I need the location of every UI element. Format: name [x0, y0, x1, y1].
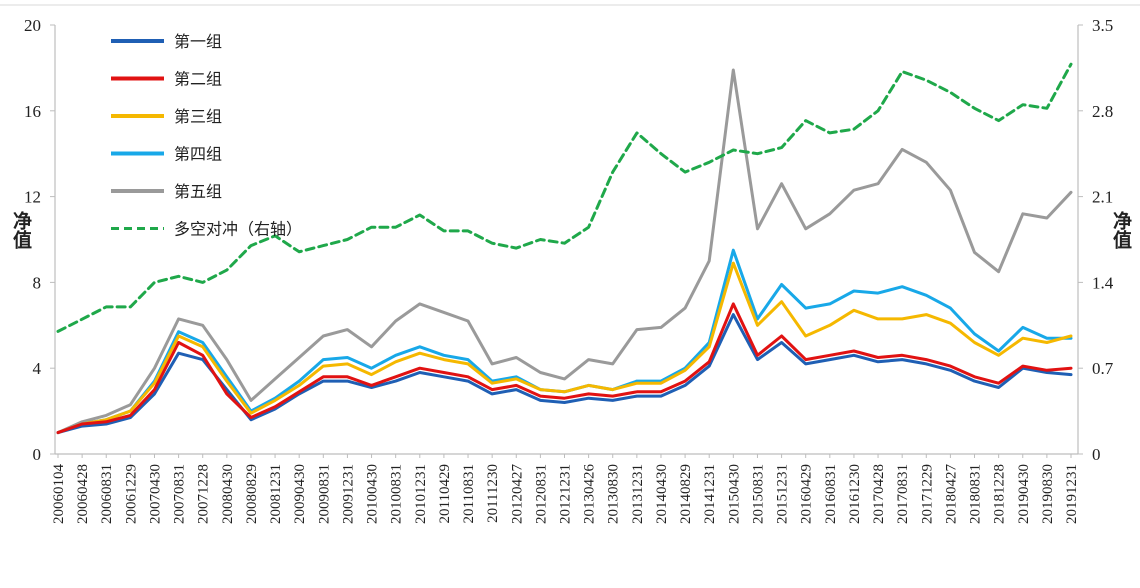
x-tick-label: 20161230: [847, 464, 863, 524]
x-tick-label: 20170428: [871, 464, 887, 524]
x-tick-label: 20170831: [895, 464, 911, 524]
x-tick-label: 20070831: [172, 464, 188, 524]
x-tick-label: 20080430: [220, 464, 236, 524]
x-tick-label: 20110831: [461, 464, 477, 523]
x-tick-label: 20191231: [1064, 464, 1080, 524]
legend-label: 第五组: [174, 182, 222, 201]
x-tick-label: 20060428: [75, 464, 91, 524]
x-tick-label: 20130426: [582, 464, 598, 525]
x-tick-label: 20101231: [413, 464, 429, 524]
series-line-1: [56, 313, 1073, 435]
x-tick-label: 20110429: [437, 464, 453, 523]
x-tick-label: 20111230: [485, 464, 501, 523]
right-tick-label: 2.8: [1092, 102, 1113, 121]
left-tick-label: 20: [24, 16, 41, 35]
x-tick-label: 20140430: [654, 464, 670, 524]
right-axis-label: 净值: [1110, 210, 1132, 249]
series-line-3: [56, 261, 1073, 435]
x-tick-label: 20151231: [775, 464, 791, 524]
right-tick-label: 0.7: [1092, 359, 1114, 378]
x-tick-label: 20060104: [51, 464, 67, 525]
x-tick-label: 20181228: [992, 464, 1008, 524]
legend-label: 第四组: [174, 145, 222, 164]
left-tick-label: 16: [24, 102, 41, 121]
x-tick-label: 20141231: [702, 464, 718, 524]
left-tick-label: 12: [24, 188, 41, 207]
x-tick-label: 20091231: [340, 464, 356, 524]
x-tick-label: 20120427: [509, 464, 525, 525]
x-tick-label: 20120831: [533, 464, 549, 524]
legend-label: 第一组: [174, 32, 222, 51]
x-tick-label: 20131231: [630, 464, 646, 524]
legend-label: 多空对冲（右轴）: [174, 220, 302, 239]
x-tick-label: 20070430: [147, 464, 163, 524]
x-tick-label: 20100831: [389, 464, 405, 524]
right-tick-label: 3.5: [1092, 16, 1113, 35]
left-axis-label: 净值: [10, 210, 32, 249]
x-tick-label: 20090831: [316, 464, 332, 524]
x-tick-label: 20150430: [726, 464, 742, 524]
x-tick-label: 20160429: [799, 464, 815, 524]
x-tick-label: 20180831: [968, 464, 984, 524]
x-tick-label: 20090430: [292, 464, 308, 524]
x-tick-label: 20140829: [678, 464, 694, 524]
x-tick-label: 20150831: [750, 464, 766, 524]
x-tick-label: 20100430: [365, 464, 381, 524]
right-tick-label: 0: [1092, 445, 1101, 464]
legend-label: 第三组: [174, 107, 222, 126]
legend-label: 第二组: [174, 70, 222, 89]
x-tick-label: 20190430: [1016, 464, 1032, 524]
left-tick-label: 8: [33, 273, 42, 292]
left-tick-label: 0: [33, 445, 42, 464]
x-tick-label: 20060831: [99, 464, 115, 524]
left-tick-label: 4: [33, 359, 42, 378]
x-tick-label: 20190830: [1040, 464, 1056, 524]
x-tick-label: 20160831: [823, 464, 839, 524]
right-tick-label: 2.1: [1092, 188, 1113, 207]
x-tick-label: 20171229: [919, 464, 935, 524]
x-tick-label: 20080829: [244, 464, 260, 524]
series-line-6: [56, 62, 1073, 333]
series-line-2: [56, 302, 1073, 435]
x-tick-label: 20121231: [558, 464, 574, 524]
x-tick-label: 20180427: [943, 464, 959, 525]
x-tick-label: 20081231: [268, 464, 284, 524]
x-tick-label: 20071228: [196, 464, 212, 524]
series-line-5: [56, 68, 1073, 435]
right-tick-label: 1.4: [1092, 273, 1114, 292]
x-tick-label: 20061229: [123, 464, 139, 524]
x-tick-label: 20130830: [606, 464, 622, 524]
